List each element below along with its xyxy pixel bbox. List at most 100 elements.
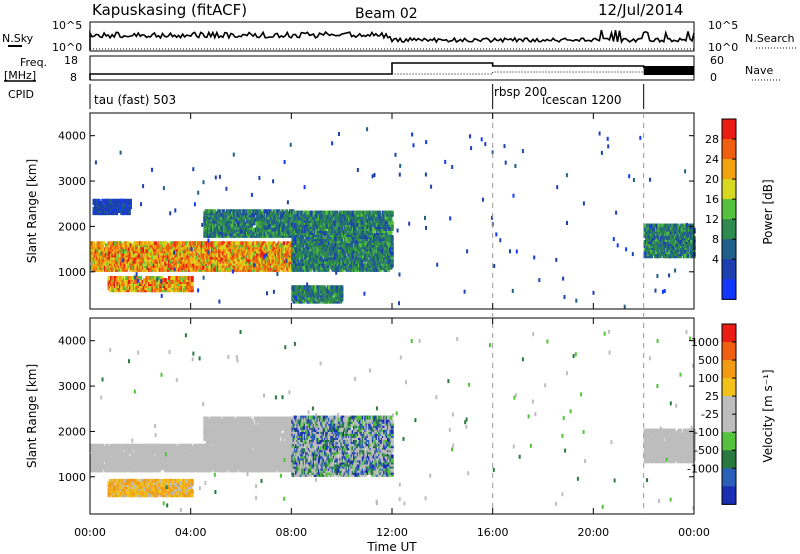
power-cell [126, 198, 130, 203]
power-cell [388, 210, 392, 215]
power-cell [340, 295, 344, 300]
power-cell [267, 247, 271, 252]
power-cell [129, 198, 132, 203]
power-cell [293, 239, 297, 244]
power-cell [390, 212, 394, 217]
power-cell [248, 241, 252, 246]
power-cell [269, 211, 273, 216]
power-cell [344, 255, 348, 260]
power-cell [330, 295, 334, 300]
power-cell [183, 284, 187, 289]
noise-left-label: N.Sky [2, 32, 34, 45]
power-cell [170, 247, 174, 252]
cpid-label: CPID [8, 88, 34, 101]
power-cell [298, 247, 302, 252]
power-cell [179, 284, 183, 289]
power-cell [309, 265, 312, 270]
power-cell [266, 233, 270, 238]
power-cell [228, 261, 232, 266]
power-cell [332, 299, 336, 304]
power-cell [281, 261, 285, 266]
power-cell [342, 261, 346, 266]
power-cell [288, 265, 292, 270]
power-cell [348, 237, 351, 242]
power-cell [93, 211, 97, 216]
power-cell [322, 285, 326, 290]
power-cell [325, 210, 329, 215]
power-cell [120, 286, 124, 291]
power-cell [168, 286, 171, 291]
power-cell [101, 198, 105, 203]
power-cell [127, 211, 131, 216]
power-cell [219, 233, 223, 238]
power-cell [161, 278, 165, 282]
power-cell [173, 276, 176, 280]
power-cell [383, 227, 387, 231]
power-cell [164, 286, 168, 291]
power-cell [168, 251, 171, 256]
freq-panel: Freq. [MHz] 18 8 60 0 Nave [4, 54, 780, 84]
power-cell [324, 227, 328, 231]
noise-left-tick-top: 10^5 [52, 19, 82, 32]
nave-line [97, 71, 644, 75]
power-cell [390, 251, 394, 256]
power-cell [295, 216, 299, 221]
power-cell [233, 247, 237, 252]
power-cell [335, 255, 339, 260]
power-cell [202, 261, 205, 266]
power-cell [115, 198, 119, 203]
power-cell [341, 247, 345, 252]
power-cell [387, 241, 390, 246]
power-cell [108, 198, 112, 203]
power-cell [277, 219, 281, 224]
power-cell [339, 216, 343, 221]
power-cell [379, 216, 383, 221]
power-cell [129, 205, 132, 209]
power-cell [282, 211, 286, 216]
power-cell [307, 259, 311, 264]
power-cell [346, 210, 350, 215]
power-cell [359, 261, 363, 266]
power-cell [112, 198, 116, 203]
power-cell [154, 241, 158, 246]
power-cell [298, 299, 302, 304]
power-cell [165, 251, 169, 256]
nave-block [643, 66, 694, 75]
power-cell [213, 233, 217, 238]
power-cell [267, 219, 271, 224]
power-cell [237, 213, 241, 218]
power-cell [157, 276, 161, 280]
power-cell [134, 284, 137, 289]
power-cell [264, 257, 268, 262]
power-cell [390, 235, 394, 240]
power-cell [330, 291, 334, 296]
noise-right-tick-top: 10^5 [708, 19, 738, 32]
power-cell [306, 216, 310, 221]
power-cell [237, 241, 241, 246]
power-cell [122, 211, 126, 216]
cpid-mode-1: rbsp 200 [494, 85, 547, 99]
power-cell [150, 241, 154, 246]
power-cell [312, 257, 316, 262]
power-cell [331, 239, 335, 244]
power-cell [254, 221, 258, 226]
noise-right-tick-bottom: 10^0 [708, 41, 738, 54]
power-cell [366, 259, 370, 264]
power-cell [261, 251, 265, 256]
power-cell [384, 237, 388, 242]
power-cell [115, 211, 119, 216]
power-cell [218, 209, 222, 214]
nave-label: Nave [745, 64, 773, 77]
power-cell [111, 211, 115, 216]
power-cell [340, 285, 344, 290]
power-cell [190, 282, 194, 287]
power-cell [293, 241, 297, 246]
power-cell [329, 214, 333, 219]
power-cell [269, 233, 273, 238]
power-cell [314, 299, 317, 304]
power-cell [121, 251, 125, 256]
power-cell [164, 261, 168, 266]
power-cell [159, 288, 163, 293]
power-cell [322, 210, 326, 215]
